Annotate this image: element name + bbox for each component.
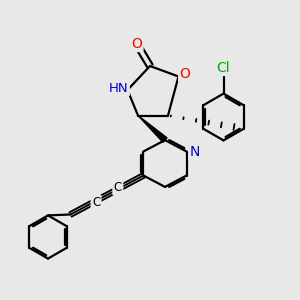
- Text: O: O: [131, 37, 142, 50]
- Text: HN: HN: [109, 82, 128, 95]
- Text: Cl: Cl: [217, 61, 230, 74]
- Text: N: N: [190, 145, 200, 158]
- Text: C: C: [92, 196, 100, 209]
- Text: C: C: [114, 181, 122, 194]
- Text: O: O: [180, 67, 190, 80]
- Polygon shape: [138, 116, 167, 142]
